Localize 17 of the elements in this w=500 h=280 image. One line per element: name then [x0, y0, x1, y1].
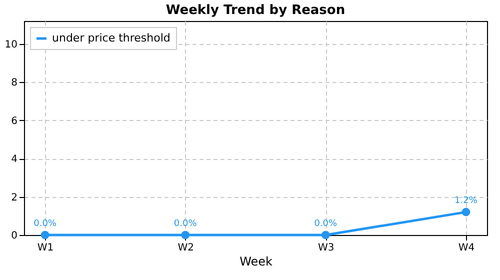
x-tick-label: W4	[458, 242, 475, 254]
y-tick-label: 2	[11, 192, 18, 204]
data-label: 0.0%	[314, 219, 338, 229]
chart-title: Weekly Trend by Reason	[166, 3, 346, 18]
y-tick-label: 0	[11, 230, 18, 242]
y-tick-label: 6	[11, 116, 18, 127]
legend-label: under price threshold	[52, 32, 170, 44]
y-tick-label: 4	[11, 154, 18, 166]
data-label: 0.0%	[174, 219, 198, 229]
data-label: 0.0%	[34, 219, 57, 229]
data-label: 1.2%	[454, 196, 478, 206]
x-tick-label: W3	[318, 242, 334, 254]
y-tick-label: 8	[11, 78, 18, 89]
y-tick-label: 10	[4, 39, 18, 50]
x-tick-label: W2	[178, 242, 194, 254]
x-axis-title: Week	[240, 254, 272, 268]
x-tick-label: W1	[37, 242, 54, 254]
